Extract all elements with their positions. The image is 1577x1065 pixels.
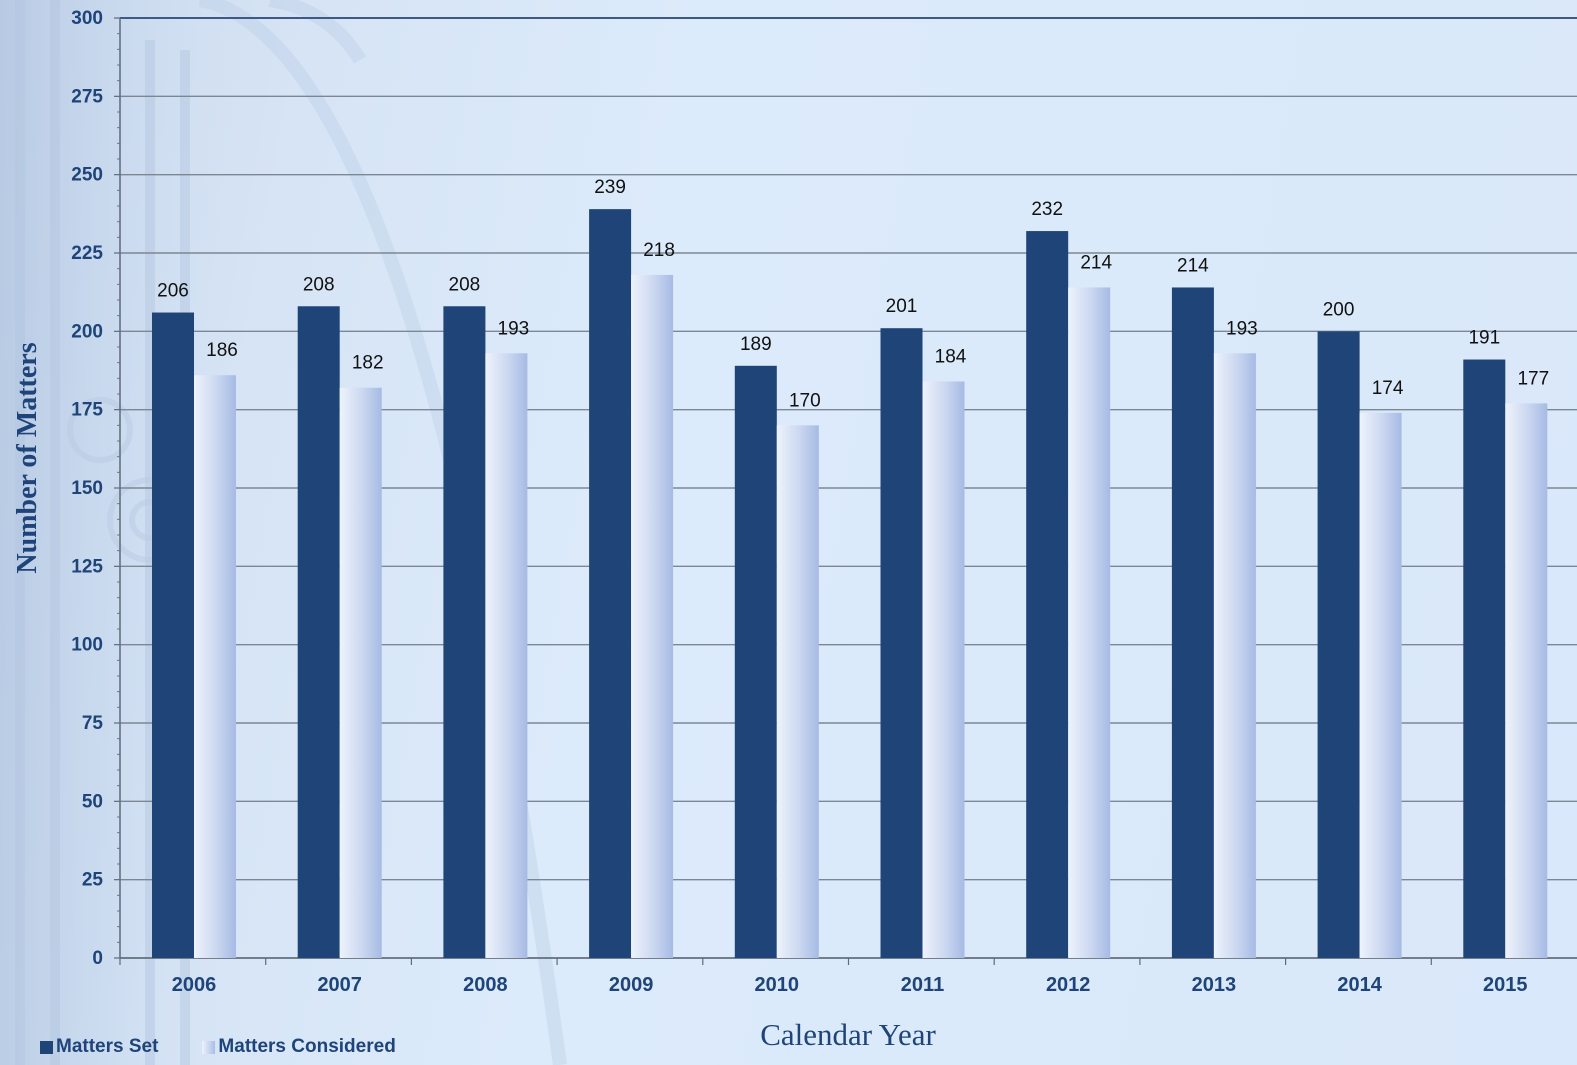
legend: Matters Set Matters Considered xyxy=(40,1036,440,1058)
bar-matters-considered xyxy=(1068,287,1111,958)
bar-matters-considered xyxy=(194,375,236,958)
data-label-matters-set: 232 xyxy=(1031,199,1063,220)
legend-label-matters-set: Matters Set xyxy=(56,1036,159,1057)
data-label-matters-considered: 184 xyxy=(935,346,967,367)
bar-matters-set xyxy=(152,312,194,958)
data-label-matters-considered: 186 xyxy=(206,340,238,361)
bar-matters-set xyxy=(1026,231,1069,959)
x-tick-label: 2010 xyxy=(755,974,800,996)
x-tick-label: 2014 xyxy=(1337,974,1382,996)
bar-matters-set xyxy=(443,306,486,958)
y-tick-label: 300 xyxy=(71,8,103,29)
data-label-matters-set: 208 xyxy=(303,274,335,295)
y-tick-label: 50 xyxy=(82,791,103,812)
y-tick-label: 200 xyxy=(71,321,103,342)
bar-matters-set xyxy=(1317,331,1360,958)
x-tick-label: 2015 xyxy=(1483,974,1528,996)
data-label-matters-considered: 214 xyxy=(1080,252,1112,273)
x-axis: 2006 2007 2008 2009 2010 2011 2012 2013 2014 2015 xyxy=(119,957,1577,996)
bar-matters-set xyxy=(880,328,923,958)
x-tick-label: 2007 xyxy=(317,974,362,996)
x-tick-label: 2013 xyxy=(1192,974,1237,996)
y-tick-label: 125 xyxy=(71,556,103,577)
y-tick-label: 150 xyxy=(71,478,103,499)
bar-matters-set xyxy=(589,209,632,959)
bars xyxy=(152,209,1548,959)
x-tick-label: 2006 xyxy=(172,974,217,996)
bar-matters-considered xyxy=(339,387,382,958)
y-tick-label: 0 xyxy=(92,948,103,969)
data-label-matters-set: 208 xyxy=(449,274,481,295)
data-label-matters-set: 214 xyxy=(1177,255,1209,276)
legend-item-matters-considered: Matters Considered xyxy=(202,1036,396,1058)
bar-matters-considered xyxy=(776,425,819,958)
data-labels: 206 186 208 182 208 193 239 218 189 170 201 184 232 2… xyxy=(157,177,1549,411)
data-label-matters-considered: 170 xyxy=(789,390,821,411)
x-tick-label: 2008 xyxy=(463,974,508,996)
y-axis-title: Number of Matters xyxy=(12,342,43,574)
bar-matters-considered xyxy=(1505,403,1548,958)
legend-label-matters-considered: Matters Considered xyxy=(218,1036,396,1057)
legend-item-matters-set: Matters Set xyxy=(40,1036,158,1058)
data-label-matters-considered: 177 xyxy=(1517,368,1549,389)
x-axis-title: Calendar Year xyxy=(760,1017,936,1052)
bar-matters-set xyxy=(1463,359,1506,958)
bar-matters-set xyxy=(297,306,340,958)
y-tick-label: 175 xyxy=(71,400,103,421)
data-label-matters-considered: 174 xyxy=(1372,378,1404,399)
data-label-matters-considered: 193 xyxy=(498,318,530,339)
y-tick-label: 225 xyxy=(71,243,103,264)
bar-matters-considered xyxy=(1213,353,1256,958)
data-label-matters-set: 239 xyxy=(594,177,626,198)
bar-matters-considered xyxy=(1359,412,1402,958)
x-tick-label: 2011 xyxy=(901,974,944,996)
y-tick-label: 275 xyxy=(71,86,103,107)
bar-matters-set xyxy=(734,365,777,958)
bar-matters-considered xyxy=(922,381,965,958)
data-label-matters-considered: 218 xyxy=(643,240,675,261)
bar-matters-considered xyxy=(631,274,674,958)
data-label-matters-set: 200 xyxy=(1323,299,1355,320)
bar-matters-considered xyxy=(485,353,528,958)
legend-swatch-matters-considered xyxy=(202,1040,216,1054)
x-tick-label: 2009 xyxy=(609,974,654,996)
data-label-matters-set: 201 xyxy=(886,296,918,317)
y-tick-label: 100 xyxy=(71,635,103,656)
data-label-matters-set: 206 xyxy=(157,281,189,302)
data-label-matters-set: 189 xyxy=(740,334,772,355)
legend-swatch-matters-set xyxy=(40,1040,53,1054)
y-axis: 0 25 50 75 100 125 150 175 200 225 250 275 300 xyxy=(71,8,121,969)
data-label-matters-considered: 182 xyxy=(352,353,384,374)
y-tick-label: 25 xyxy=(82,870,104,891)
x-tick-label: 2012 xyxy=(1046,974,1091,996)
y-tick-label: 75 xyxy=(82,713,104,734)
data-label-matters-considered: 193 xyxy=(1226,318,1258,339)
bar-matters-set xyxy=(1171,287,1214,958)
y-tick-label: 250 xyxy=(71,165,103,186)
data-label-matters-set: 191 xyxy=(1468,328,1500,349)
